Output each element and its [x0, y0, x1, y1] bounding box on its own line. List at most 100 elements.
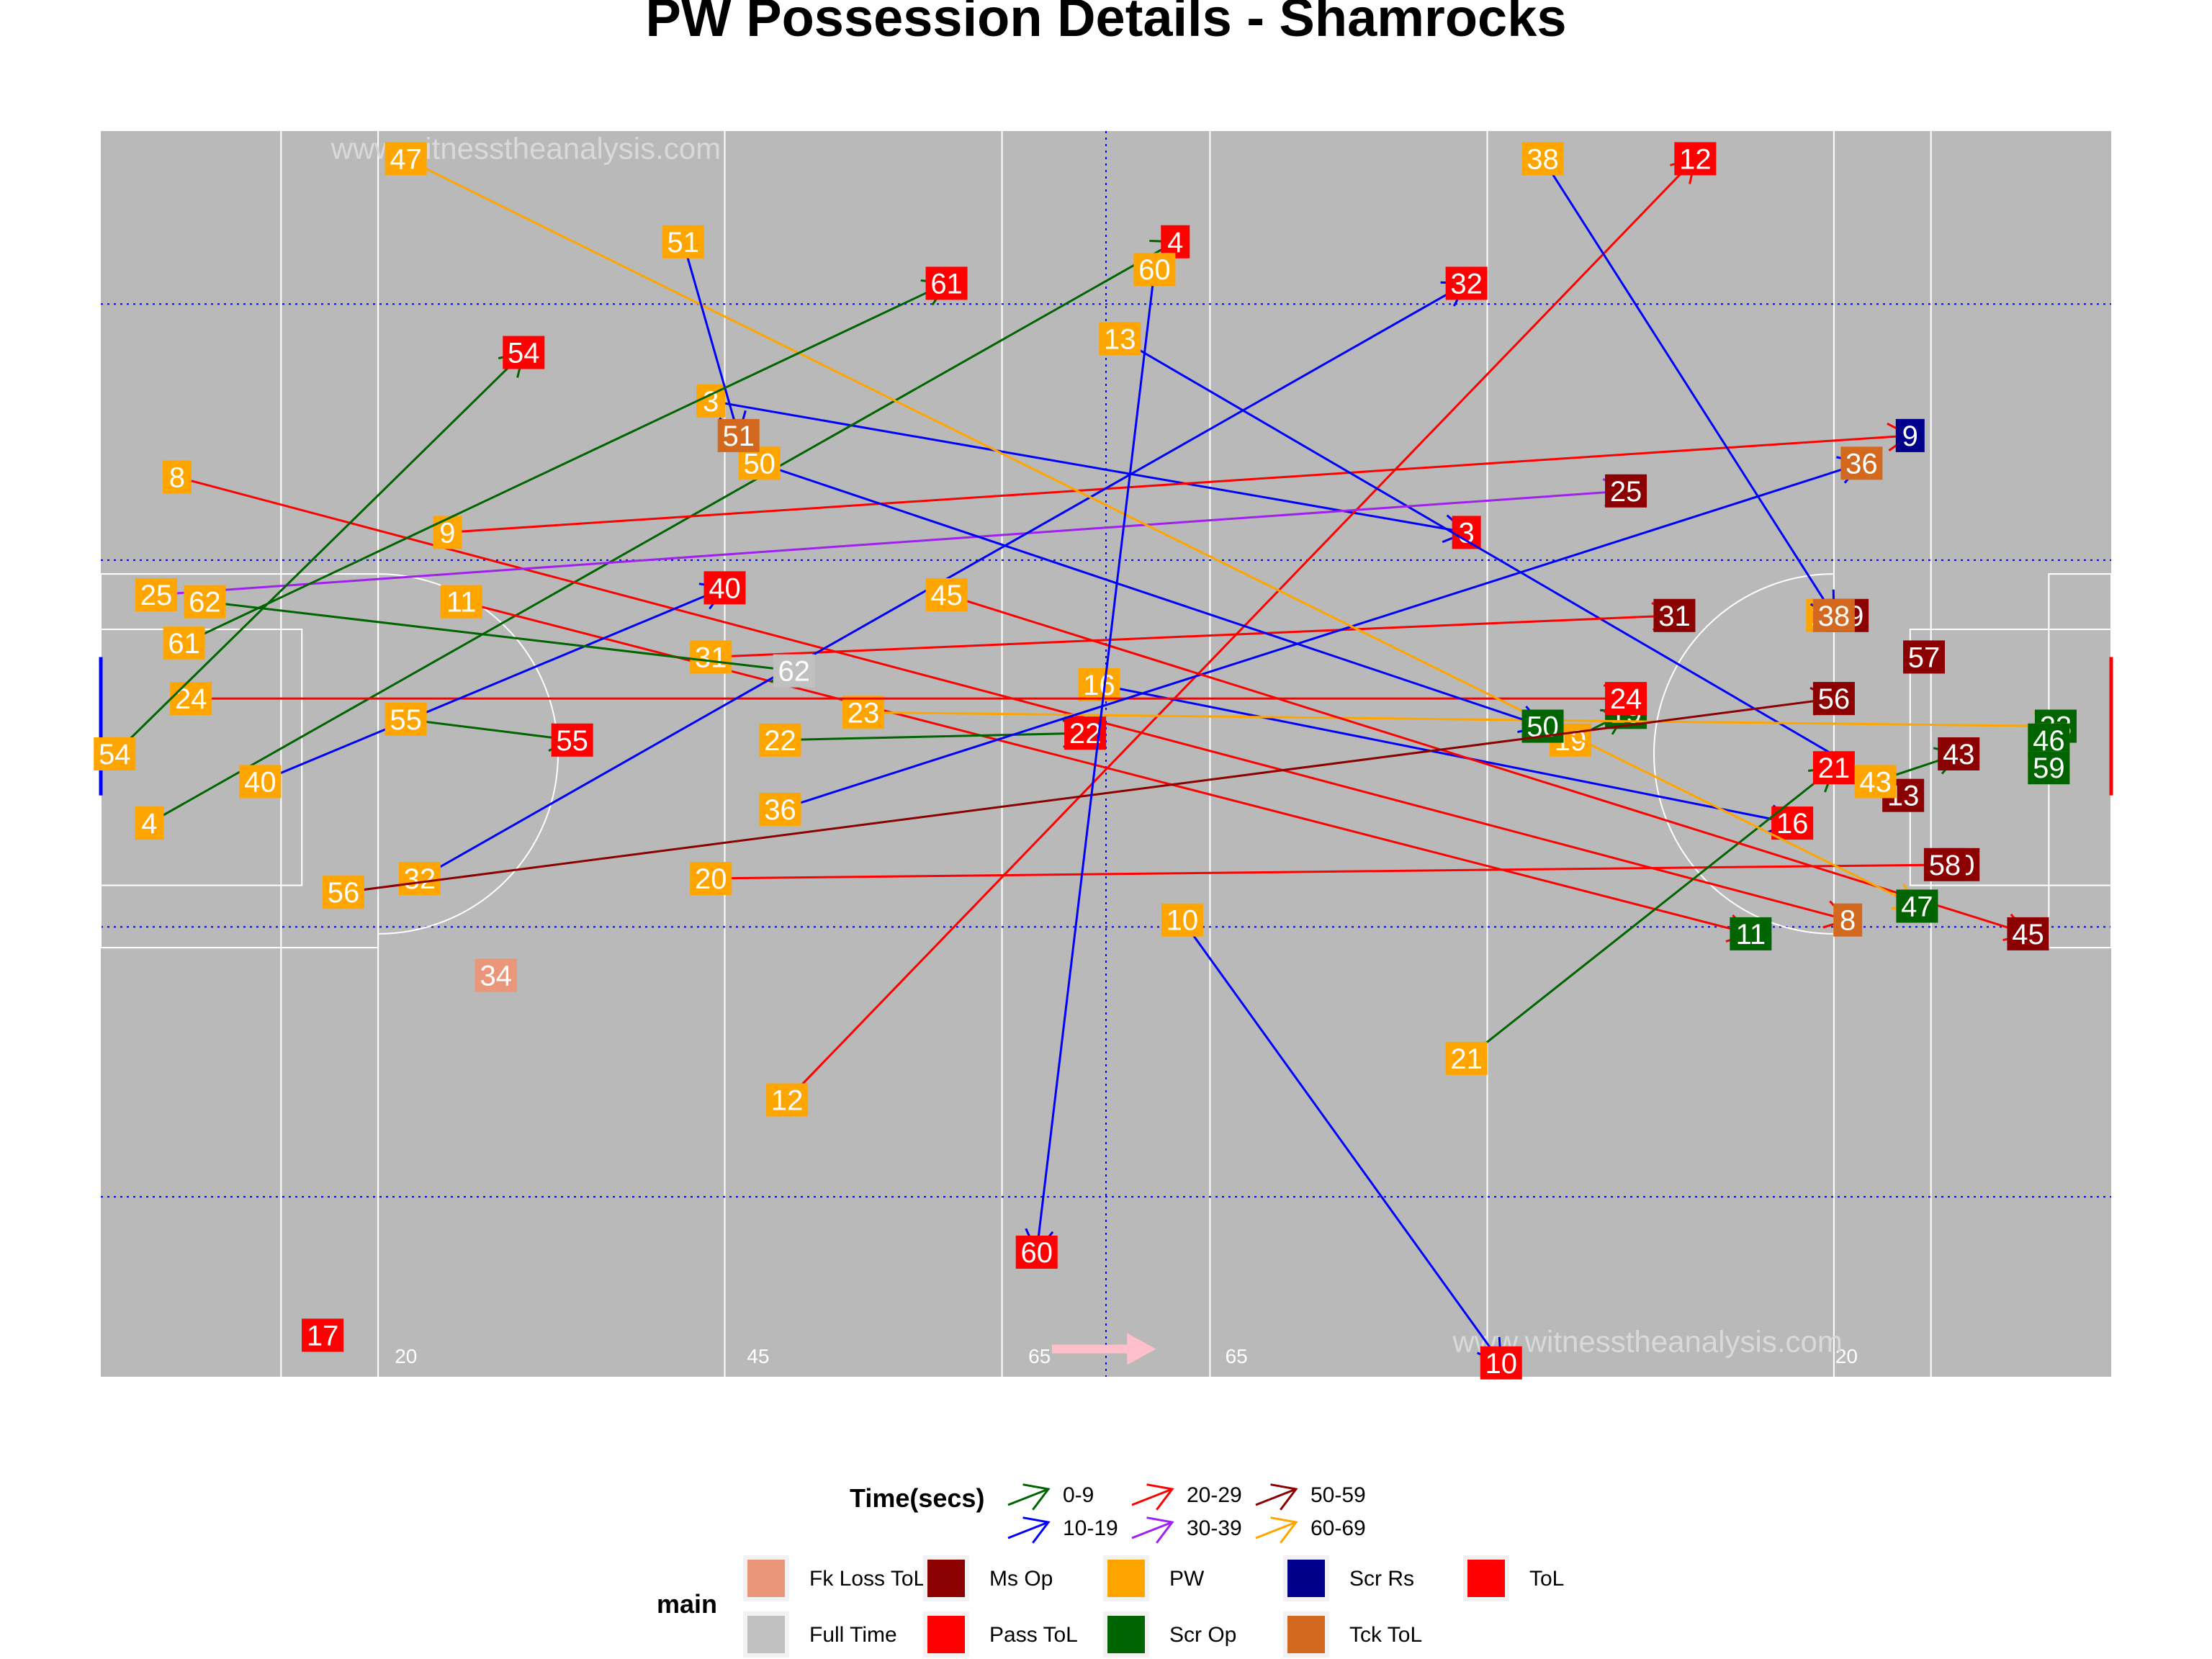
possession-end-label-36-text: 36: [1845, 448, 1878, 480]
possession-start-label-54-text: 54: [99, 739, 131, 770]
legend-main-key-3: [1287, 1560, 1325, 1597]
possession-line-54: [114, 351, 525, 755]
possession-51: 51 51: [662, 225, 760, 452]
possession-end-label-3-box: [1452, 516, 1481, 549]
possession-end-label-16-text: 16: [1776, 808, 1809, 840]
legend-time-label-60-69: 60-69: [1310, 1516, 1366, 1540]
possession-start-label-12-box: [766, 1083, 809, 1117]
legend-main-label-2: PW: [1169, 1567, 1205, 1591]
possession-61: 61 61: [163, 266, 968, 660]
possession-start-label-25-box: [135, 577, 178, 611]
possession-end-label-24-box: [1605, 682, 1647, 716]
possession-end-label-40-box: [703, 571, 746, 605]
possession-line-9: [447, 434, 1910, 534]
possession-start-label-51-box: [662, 225, 704, 258]
possession-36: 36 36: [759, 446, 1883, 826]
possession-25: 25 25: [135, 474, 1647, 611]
legend-time-key-30-39: [1131, 1521, 1173, 1539]
possession-start-label-31-text: 31: [695, 642, 727, 673]
possession-line-47: [405, 158, 1918, 907]
chart-title: PW Possession Details - Shamrocks: [645, 0, 1566, 48]
possession-end-label-32-text: 32: [1450, 268, 1483, 300]
possession-start-label-13-box: [1099, 322, 1141, 356]
possession-start-label-31-box: [690, 640, 732, 674]
legend-time-item-20-29: 20-29: [1131, 1483, 1242, 1511]
possession-end-label-9-text: 9: [1902, 421, 1918, 452]
possession-end-label-32-box: [1445, 266, 1488, 300]
direction-arrow-head: [1127, 1333, 1156, 1365]
possession-start-label-40-text: 40: [244, 766, 276, 798]
possession-end-label-58-text: 58: [1929, 850, 1961, 881]
possession-end-label-31-text: 31: [1658, 601, 1691, 632]
possession-57: 5757: [1903, 640, 1946, 674]
legend-main-label-7: Scr Op: [1169, 1623, 1236, 1647]
possession-start-label-50-box: [738, 446, 781, 480]
possession-line-45: [946, 593, 2028, 935]
possession-start-label-4-box: [135, 806, 164, 840]
possession-end-label-62-box: [773, 654, 815, 688]
legend-main-item-7: Scr Op: [1103, 1611, 1236, 1658]
possession-end-label-3-text: 3: [1459, 517, 1475, 549]
legend-main-key-7: [1107, 1616, 1145, 1653]
possession-start-label-16-box: [1078, 667, 1120, 701]
possession-start-label-60-box: [1133, 253, 1176, 287]
possession-end-label-47-text: 47: [1901, 891, 1933, 922]
legend-time-title: Time(secs): [850, 1483, 984, 1513]
possession-end-label-21-text: 21: [1818, 752, 1851, 784]
possession-end-label-10-text: 10: [1485, 1348, 1518, 1380]
legend-time-item-60-69: 60-69: [1255, 1516, 1366, 1544]
possession-start-label-55-text: 55: [390, 704, 422, 736]
possession-start-label-61-box: [163, 626, 205, 660]
possession-line-31: [711, 614, 1675, 658]
legend-main-key-5: [747, 1616, 785, 1653]
possession-end-label-34-text: 34: [480, 961, 513, 992]
possession-47: 47 47: [385, 142, 1938, 923]
possession-22: 22 22: [759, 716, 1107, 757]
legend-main-label-5: Full Time: [809, 1623, 897, 1647]
possession-62: 62 62: [184, 585, 815, 688]
possession-start-label-10-text: 10: [1166, 905, 1199, 937]
possession-end-label-36-box: [1840, 446, 1883, 480]
possession-end-label-4-text: 4: [1167, 227, 1183, 258]
possession-end-label-17-box: [302, 1318, 344, 1352]
possession-end-label-17-text: 17: [307, 1320, 339, 1352]
possession-end-label-43-box: [1938, 737, 1980, 770]
possession-start-label-45-text: 45: [930, 580, 963, 611]
legend-main-item-6: Pass ToL: [923, 1611, 1078, 1658]
legend-main-entries: Fk Loss ToL Ms Op PW Scr Rs ToL Full Time Pass…: [743, 1555, 1564, 1658]
possession-start-label-38-text: 38: [1527, 143, 1559, 175]
possession-45: 45 45: [925, 577, 2049, 950]
possession-end-label-8-box: [1833, 903, 1863, 937]
possession-start-label-25-text: 25: [140, 580, 173, 611]
possession-end-label-54-text: 54: [508, 338, 540, 369]
possession-end-label-12-text: 12: [1679, 143, 1712, 175]
possession-start-label-32-box: [398, 862, 441, 895]
legend-main-label-1: Ms Op: [989, 1567, 1053, 1591]
possession-line-21: [1465, 767, 1835, 1060]
legend-main-item-0: Fk Loss ToL: [743, 1555, 925, 1601]
possession-end-label-55-text: 55: [556, 725, 588, 757]
possession-start-label-47-box: [385, 142, 427, 176]
possession-54: 54 54: [94, 336, 545, 770]
legend-time-key-50-59: [1255, 1488, 1297, 1506]
possession-end-label-40-text: 40: [709, 572, 741, 604]
possession-end-label-11-box: [1730, 917, 1772, 950]
possession-start-label-8-text: 8: [169, 462, 185, 494]
possession-end-label-57-box: [1903, 640, 1946, 674]
possession-line-40: [259, 586, 726, 783]
possession-line-61: [183, 282, 948, 644]
possession-end-label-25-text: 25: [1610, 476, 1642, 508]
legend-main-label-6: Pass ToL: [989, 1623, 1078, 1647]
legend-time-label-50-59: 50-59: [1310, 1483, 1366, 1507]
possession-end-label-34-box: [475, 958, 517, 992]
possession-start-label-50-text: 50: [743, 448, 775, 480]
possession-line-62: [204, 601, 794, 673]
possession-end-label-8-text: 8: [1840, 905, 1856, 937]
possession-end-label-59-box: [2028, 751, 2070, 785]
pitch-tick-label-2: 65: [1028, 1345, 1051, 1367]
possession-end-label-58-box: [1923, 848, 1966, 881]
possession-start-label-36-box: [759, 792, 801, 826]
legend-main-item-1: Ms Op: [923, 1555, 1053, 1601]
legend-time-arrowhead-10-19: [1022, 1516, 1051, 1544]
